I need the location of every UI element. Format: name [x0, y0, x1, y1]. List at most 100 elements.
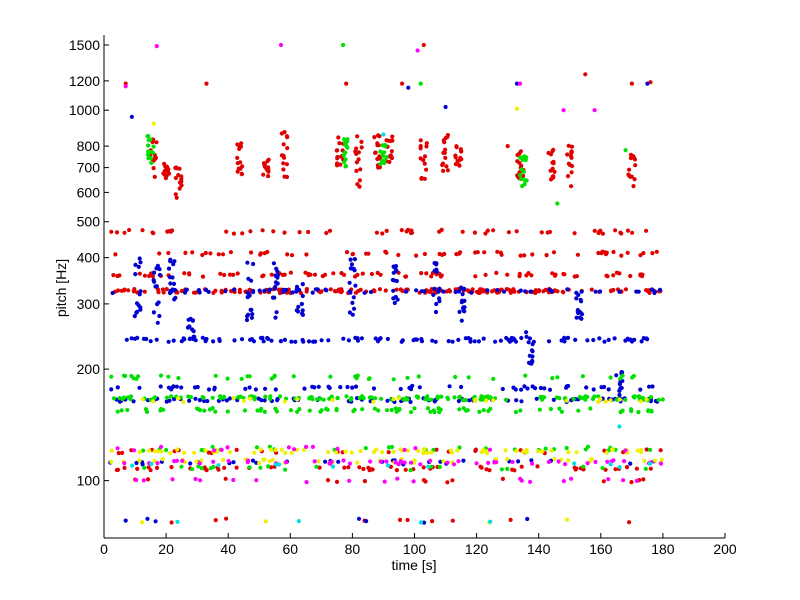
data-point: [366, 376, 371, 382]
data-point: [357, 178, 362, 183]
data-point: [560, 289, 565, 294]
data-point: [514, 106, 520, 111]
data-point: [123, 373, 128, 379]
data-point: [428, 409, 433, 414]
data-point: [354, 168, 359, 173]
data-point: [300, 282, 305, 287]
data-point: [262, 251, 267, 256]
data-point: [419, 337, 424, 342]
data-point: [143, 407, 149, 412]
data-point: [153, 284, 158, 289]
data-point: [334, 479, 340, 484]
data-point: [124, 337, 129, 342]
data-point: [164, 287, 169, 292]
data-point: [625, 228, 631, 233]
data-point: [524, 330, 529, 335]
data-point: [634, 289, 639, 294]
data-point: [281, 142, 286, 147]
data-point: [334, 406, 339, 412]
data-point: [381, 132, 386, 137]
data-point: [361, 466, 366, 472]
data-point: [131, 399, 136, 404]
data-point: [500, 476, 505, 481]
data-point: [608, 375, 613, 380]
data-point: [459, 384, 464, 390]
data-point: [328, 287, 333, 292]
data-point: [323, 287, 328, 292]
data-point: [565, 335, 571, 340]
data-point: [224, 516, 229, 521]
data-point: [443, 155, 448, 160]
data-point: [196, 407, 201, 412]
data-point: [354, 151, 359, 156]
data-point: [394, 278, 399, 284]
data-point: [285, 252, 290, 257]
data-point: [555, 375, 560, 380]
data-point: [282, 130, 287, 135]
data-point: [459, 285, 464, 290]
data-point: [122, 465, 127, 470]
data-point: [274, 266, 279, 271]
data-point: [572, 231, 577, 236]
data-point: [498, 250, 503, 255]
data-point: [463, 408, 469, 413]
data-point: [288, 408, 294, 413]
data-point: [382, 479, 387, 484]
data-point: [606, 477, 611, 482]
data-point: [618, 230, 623, 235]
data-point: [225, 445, 230, 450]
data-point: [628, 273, 633, 279]
data-point: [619, 253, 624, 258]
data-point: [432, 399, 437, 404]
data-point: [576, 408, 581, 413]
data-point: [323, 459, 328, 464]
data-point: [170, 385, 175, 390]
data-point: [598, 289, 603, 294]
data-point: [341, 336, 346, 341]
data-point: [342, 465, 347, 470]
data-point: [536, 289, 542, 294]
data-point: [275, 398, 280, 403]
data-point: [154, 140, 159, 145]
data-point: [158, 384, 163, 389]
data-point: [571, 396, 576, 402]
data-point: [176, 173, 181, 178]
data-point: [472, 230, 477, 235]
data-point: [356, 157, 361, 162]
data-point: [154, 337, 159, 342]
data-point: [192, 334, 197, 339]
data-point: [623, 287, 629, 292]
data-point: [175, 447, 180, 452]
data-point: [307, 408, 312, 413]
data-point: [111, 396, 117, 401]
data-point: [247, 385, 252, 390]
data-point: [454, 145, 459, 150]
data-point: [168, 229, 174, 234]
data-point: [335, 446, 340, 451]
data-point: [550, 149, 555, 154]
data-point: [135, 466, 140, 471]
data-point: [204, 468, 209, 473]
data-point: [581, 464, 586, 469]
data-point: [569, 476, 574, 481]
data-point: [345, 384, 350, 390]
data-point: [300, 308, 305, 313]
y-tick-label: 200: [77, 361, 101, 377]
data-point: [368, 459, 373, 464]
data-point: [624, 465, 630, 470]
data-point: [618, 376, 623, 381]
data-point: [360, 271, 365, 276]
data-point: [371, 386, 377, 391]
data-point: [385, 336, 390, 342]
data-point: [566, 458, 571, 463]
data-point: [358, 448, 363, 454]
data-point: [192, 450, 197, 455]
data-point: [270, 457, 275, 462]
data-point: [400, 338, 405, 343]
data-point: [437, 286, 442, 291]
data-point: [245, 314, 250, 319]
data-point: [335, 154, 340, 160]
data-point: [501, 289, 507, 294]
data-point: [432, 410, 437, 415]
data-point: [630, 230, 635, 235]
